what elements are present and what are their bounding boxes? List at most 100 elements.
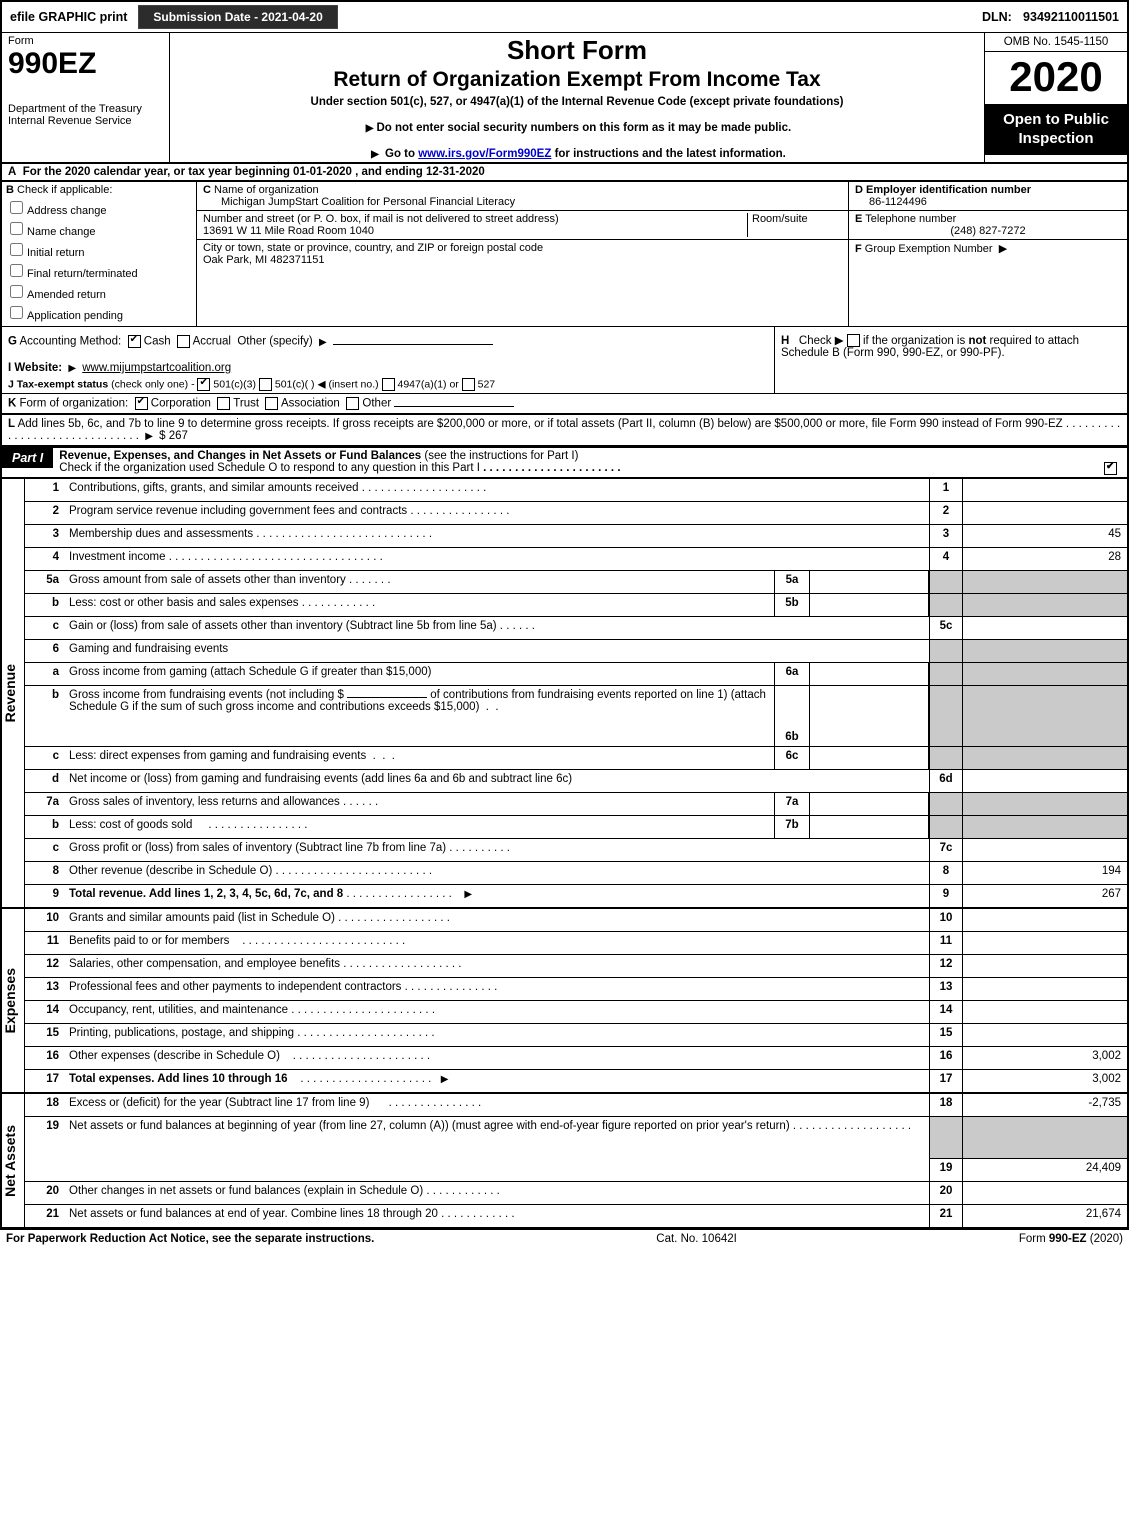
footer: For Paperwork Reduction Act Notice, see … <box>0 1229 1129 1248</box>
cb-application-pending[interactable]: Application pending <box>6 303 192 322</box>
line-value: 194 <box>962 862 1127 884</box>
line-desc: Occupancy, rent, utilities, and maintena… <box>65 1001 929 1023</box>
irs-link[interactable]: www.irs.gov/Form990EZ <box>418 148 551 160</box>
opt-association: Association <box>281 398 340 410</box>
box-e: E Telephone number (248) 827-7272 <box>849 211 1127 240</box>
lineno: 20 <box>25 1182 65 1204</box>
line-numcell: 13 <box>929 978 962 1000</box>
arrow-icon <box>368 148 382 160</box>
line-numcell: 5c <box>929 617 962 639</box>
period-text: For the 2020 calendar year, or tax year … <box>23 166 485 178</box>
cb-501c3[interactable] <box>197 378 210 391</box>
line-value <box>962 770 1127 792</box>
mid-numcell: 6c <box>774 747 810 769</box>
cb-cash[interactable] <box>128 335 141 348</box>
under-section: Under section 501(c), 527, or 4947(a)(1)… <box>176 96 978 108</box>
arrow-icon <box>461 888 475 900</box>
form-number: 990EZ <box>8 47 163 81</box>
arrow-icon <box>363 122 377 134</box>
netassets-label: Net Assets <box>2 1125 24 1197</box>
line-5a: 5a Gross amount from sale of assets othe… <box>25 570 1127 593</box>
line-desc: Gross profit or (loss) from sales of inv… <box>65 839 929 861</box>
line-6a: a Gross income from gaming (attach Sched… <box>25 662 1127 685</box>
line-10: 10 Grants and similar amounts paid (list… <box>25 909 1127 931</box>
dln-value: 93492110011501 <box>1023 10 1127 24</box>
label-g: G <box>8 336 17 348</box>
lineno: c <box>25 617 65 639</box>
tax-exempt-title: Tax-exempt status <box>17 378 108 390</box>
lineno: c <box>25 747 65 769</box>
line-numcell: 1 <box>929 479 962 501</box>
line-desc: Gross income from gaming (attach Schedul… <box>65 663 774 685</box>
line-numcell: 12 <box>929 955 962 977</box>
lineno: 12 <box>25 955 65 977</box>
footer-right: Form 990-EZ (2020) <box>1019 1233 1123 1245</box>
row-l-value: $ 267 <box>159 430 188 442</box>
line-4: 4 Investment income . . . . . . . . . . … <box>25 547 1127 570</box>
cb-other-org[interactable] <box>346 397 359 410</box>
lineno: 21 <box>25 1205 65 1227</box>
line-numcell: 16 <box>929 1047 962 1069</box>
cb-final-return[interactable]: Final return/terminated <box>6 261 192 280</box>
line-desc: Net income or (loss) from gaming and fun… <box>65 770 929 792</box>
other-org-input[interactable] <box>394 406 514 407</box>
other-specify-input[interactable] <box>333 344 493 345</box>
header-right: OMB No. 1545-1150 2020 Open to Public In… <box>984 33 1127 162</box>
mid-numcell: 6a <box>774 663 810 685</box>
cb-527[interactable] <box>462 378 475 391</box>
website-link[interactable]: www.mijumpstartcoalition.org <box>82 362 231 374</box>
row-l-text: Add lines 5b, 6c, and 7b to line 9 to de… <box>18 418 1063 430</box>
footer-mid: Cat. No. 10642I <box>656 1233 737 1245</box>
cb-not-required[interactable] <box>847 334 860 347</box>
submission-date-button[interactable]: Submission Date - 2021-04-20 <box>138 5 337 29</box>
line-6: 6 Gaming and fundraising events <box>25 639 1127 662</box>
label-f: F <box>855 243 862 255</box>
box-g: G Accounting Method: Cash Accrual Other … <box>2 327 774 393</box>
label-b: B <box>6 184 14 196</box>
mid-value <box>810 663 929 685</box>
line-desc: Program service revenue including govern… <box>65 502 929 524</box>
opt-trust: Trust <box>233 398 259 410</box>
cb-initial-return[interactable]: Initial return <box>6 240 192 259</box>
cb-schedule-o[interactable] <box>1104 462 1117 475</box>
line-5b: b Less: cost or other basis and sales ex… <box>25 593 1127 616</box>
line-value: 24,409 <box>962 1159 1127 1181</box>
org-name-box: C Name of organization Michigan JumpStar… <box>197 182 848 211</box>
line-desc: Total expenses. Add lines 10 through 16 … <box>65 1070 929 1092</box>
open-public-inspection: Open to Public Inspection <box>985 105 1127 155</box>
cb-association[interactable] <box>265 397 278 410</box>
line-5c: c Gain or (loss) from sale of assets oth… <box>25 616 1127 639</box>
goto-pre: Go to <box>385 148 418 160</box>
line-numcell: 2 <box>929 502 962 524</box>
box-b-title: Check if applicable: <box>17 184 112 196</box>
tax-year: 2020 <box>985 52 1127 105</box>
cb-address-change[interactable]: Address change <box>6 198 192 217</box>
efile-label: efile GRAPHIC print <box>2 10 135 24</box>
cb-corporation[interactable] <box>135 397 148 410</box>
label-l: L <box>8 418 15 430</box>
line-value <box>962 955 1127 977</box>
period-row: A For the 2020 calendar year, or tax yea… <box>0 164 1129 182</box>
box-d-title: Employer identification number <box>866 184 1031 196</box>
lineno: 5a <box>25 571 65 593</box>
line-desc: Professional fees and other payments to … <box>65 978 929 1000</box>
mid-value <box>810 594 929 616</box>
cb-4947[interactable] <box>382 378 395 391</box>
mid-numcell: 5a <box>774 571 810 593</box>
cb-accrual[interactable] <box>177 335 190 348</box>
notice-link: Go to www.irs.gov/Form990EZ for instruct… <box>176 148 978 160</box>
line-7c: c Gross profit or (loss) from sales of i… <box>25 838 1127 861</box>
line-value <box>962 978 1127 1000</box>
contributions-input[interactable] <box>347 697 427 698</box>
line-value <box>962 1001 1127 1023</box>
line-numcell: 21 <box>929 1205 962 1227</box>
cb-amended-return[interactable]: Amended return <box>6 282 192 301</box>
label-c: C <box>203 184 211 196</box>
lineno: 6 <box>25 640 65 662</box>
line-desc: Gross income from fundraising events (no… <box>65 686 774 746</box>
box-c: C Name of organization Michigan JumpStar… <box>197 182 848 326</box>
line-numcell: 15 <box>929 1024 962 1046</box>
cb-501c[interactable] <box>259 378 272 391</box>
cb-name-change[interactable]: Name change <box>6 219 192 238</box>
cb-trust[interactable] <box>217 397 230 410</box>
